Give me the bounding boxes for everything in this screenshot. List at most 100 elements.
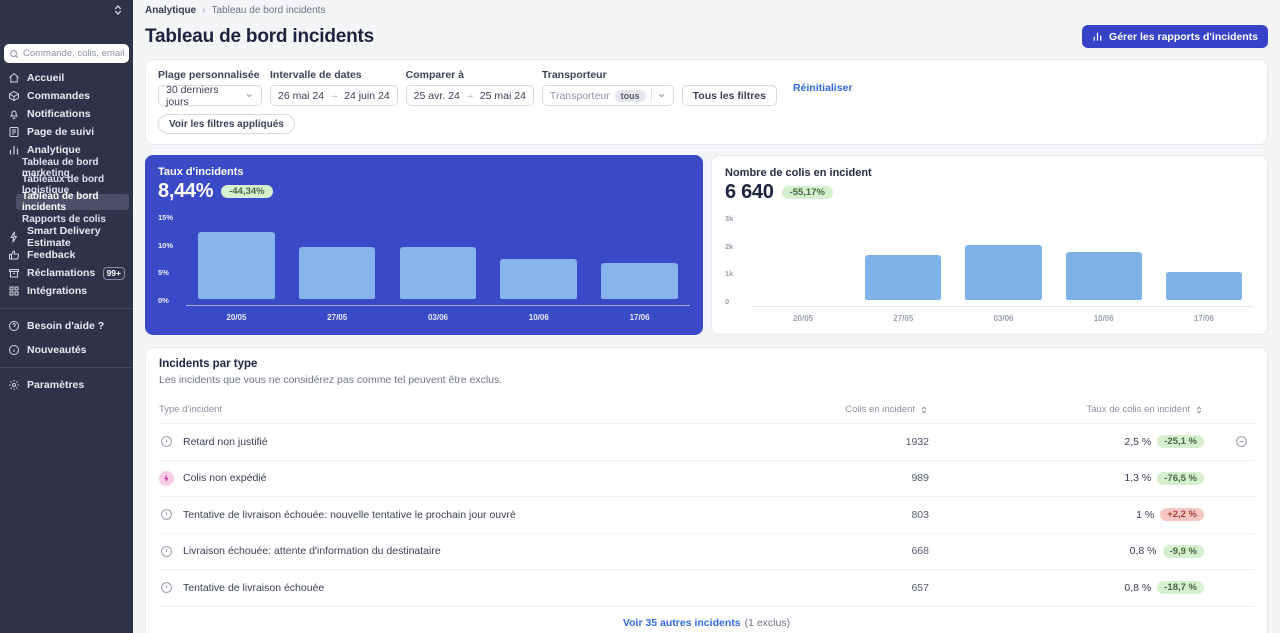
gear-icon — [9, 380, 19, 390]
sidebar-item-aide[interactable]: Besoin d'aide ? — [0, 317, 133, 335]
carrier-select[interactable]: Transporteur tous — [541, 85, 674, 106]
custom-range-select[interactable]: 30 derniers jours — [158, 84, 262, 108]
x-tick-label: 27/05 — [893, 314, 914, 323]
y-tick-label: 3k — [725, 214, 734, 223]
sidebar-item-parametres[interactable]: Paramètres — [0, 376, 133, 394]
sidebar-item-rapports-colis[interactable]: Rapports de colis — [16, 211, 129, 227]
incident-rate: 2,5 % — [1124, 435, 1152, 448]
bar-chart: 3k 2k 1k 0 20/05 27/05 03/06 10/06 17/06 — [725, 214, 1254, 323]
column-colis-en-incident[interactable]: Colis en incident — [769, 404, 929, 415]
circle-minus-icon — [1236, 436, 1247, 448]
metric-value: 8,44% — [158, 180, 214, 202]
incident-rate: 0,8 % — [1129, 545, 1157, 558]
table-footer: Voir 35 autres incidents (1 exclus) — [159, 605, 1254, 633]
x-tick-label: 03/06 — [427, 313, 448, 322]
incident-delta-badge: -76,5 % — [1157, 471, 1204, 485]
sort-icon[interactable] — [1194, 405, 1204, 415]
chart-title: Taux d'incidents — [158, 166, 244, 178]
custom-range-label: Plage personnalisée — [158, 69, 260, 81]
x-tick-label: 20/05 — [226, 313, 247, 322]
metric-value: 6 640 — [725, 181, 774, 203]
sidebar-item-page-de-suivi[interactable]: Page de suivi — [0, 123, 133, 141]
sidebar-item-tableau-incidents[interactable]: Tableau de bord incidents — [16, 191, 129, 213]
integrations-icon — [9, 286, 19, 296]
breadcrumb-analytique[interactable]: Analytique — [145, 5, 197, 16]
sidebar-item-feedback[interactable]: Feedback — [0, 246, 133, 264]
incident-delta-badge: -9,9 % — [1162, 544, 1204, 558]
chart-bar — [198, 232, 275, 299]
sidebar-divider — [0, 308, 133, 309]
lightning-icon — [10, 231, 17, 243]
reclamations-count-badge: 99+ — [102, 266, 125, 280]
workspace-switcher[interactable] — [0, 0, 133, 22]
sidebar-item-label: Commandes — [27, 90, 91, 102]
compare-label: Comparer à — [405, 69, 465, 81]
sidebar-item-accueil[interactable]: Accueil — [0, 69, 133, 87]
date-interval-input[interactable]: 26 mai 24 → 24 juin 24 — [270, 85, 398, 106]
reset-filters-link[interactable]: Réinitialiser — [792, 81, 853, 94]
sidebar-divider — [0, 367, 133, 368]
delta-badge: -44,34% — [221, 185, 273, 198]
all-filters-button[interactable]: Tous les filtres — [681, 85, 777, 106]
incident-info-icon — [159, 544, 174, 559]
column-taux-colis-incident[interactable]: Taux de colis en incident — [929, 404, 1204, 415]
global-search[interactable] — [4, 44, 129, 63]
breadcrumb: Analytique › Tableau de bord incidents — [145, 5, 1268, 16]
sidebar-item-reclamations[interactable]: Réclamations 99+ — [0, 264, 133, 282]
compare-to: 25 mai 24 — [479, 89, 526, 102]
incident-type-label: Tentative de livraison échouée: nouvelle… — [183, 508, 516, 521]
select-updown-icon[interactable] — [111, 3, 125, 17]
view-applied-filters-button[interactable]: Voir les filtres appliqués — [158, 114, 295, 134]
incident-type-label: Retard non justifié — [183, 435, 268, 448]
sidebar-item-label: Paramètres — [27, 379, 85, 391]
sidebar-item-notifications[interactable]: Notifications — [0, 105, 133, 123]
x-tick-label: 10/06 — [528, 313, 549, 322]
incident-delta-badge: -18,7 % — [1157, 581, 1204, 595]
sidebar-item-commandes[interactable]: Commandes — [0, 87, 133, 105]
sort-icon[interactable] — [919, 405, 929, 415]
home-icon — [9, 72, 19, 83]
y-tick-label: 10% — [158, 240, 174, 250]
search-input[interactable] — [23, 48, 124, 59]
sidebar: Accueil Commandes Notifications Page de … — [0, 0, 133, 633]
sidebar-item-nouveautes[interactable]: Nouveautés — [0, 341, 133, 359]
sidebar-item-tableaux-logistique[interactable]: Tableaux de bord logistique — [16, 174, 129, 196]
sidebar-subitem-label: Tableau de bord marketing — [22, 157, 99, 179]
sidebar-item-analytique[interactable]: Analytique — [0, 141, 133, 159]
chart-bar — [500, 259, 578, 299]
bar-chart-icon — [9, 145, 19, 155]
manage-button-label: Gérer les rapports d'incidents — [1109, 30, 1258, 43]
incident-rate-chart-card: Taux d'incidents 8,44% -44,34% 15% 10% 5% 0… — [145, 155, 703, 335]
chevron-down-icon — [658, 94, 664, 98]
x-axis-line — [186, 305, 690, 306]
charts-row: Taux d'incidents 8,44% -44,34% 15% 10% 5% 0… — [145, 155, 1268, 335]
incident-type-label: Colis non expédié — [183, 472, 267, 485]
chart-bar — [965, 245, 1042, 300]
exclude-incident-button[interactable] — [1204, 435, 1254, 448]
table-subtitle: Les incidents que vous ne considérez pas… — [159, 374, 503, 386]
divider — [650, 89, 652, 102]
x-tick-label: 17/06 — [1193, 314, 1214, 323]
sidebar-item-integrations[interactable]: Intégrations — [0, 282, 133, 300]
y-tick-label: 5% — [158, 268, 169, 278]
info-circle-icon — [9, 345, 19, 355]
help-circle-icon — [9, 321, 19, 331]
incident-type-label: Livraison échouée: attente d'information… — [183, 545, 441, 558]
see-more-incidents-link[interactable]: Voir 35 autres incidents — [622, 616, 741, 629]
incident-info-icon — [159, 507, 174, 522]
compare-interval-input[interactable]: 25 avr. 24 → 25 mai 24 — [405, 85, 534, 106]
sidebar-item-smart-delivery[interactable]: Smart Delivery Estimate — [0, 225, 133, 249]
date-to: 24 juin 24 — [344, 89, 390, 102]
chart-title: Nombre de colis en incident — [725, 167, 872, 179]
sidebar-subitem-label: Rapports de colis — [22, 213, 106, 225]
excluded-note: (1 exclus) — [744, 616, 791, 629]
arrow-right-icon: → — [329, 90, 340, 101]
carrier-placeholder: Transporteur — [549, 89, 610, 102]
bell-icon — [9, 110, 19, 119]
y-tick-label: 0 — [725, 296, 730, 306]
table-title: Incidents par type — [159, 358, 258, 370]
carrier-all-badge: tous — [614, 89, 646, 102]
manage-incident-reports-button[interactable]: Gérer les rapports d'incidents — [1082, 25, 1268, 48]
sidebar-item-tableau-marketing[interactable]: Tableau de bord marketing — [16, 157, 129, 179]
x-tick-label: 27/05 — [327, 313, 348, 322]
